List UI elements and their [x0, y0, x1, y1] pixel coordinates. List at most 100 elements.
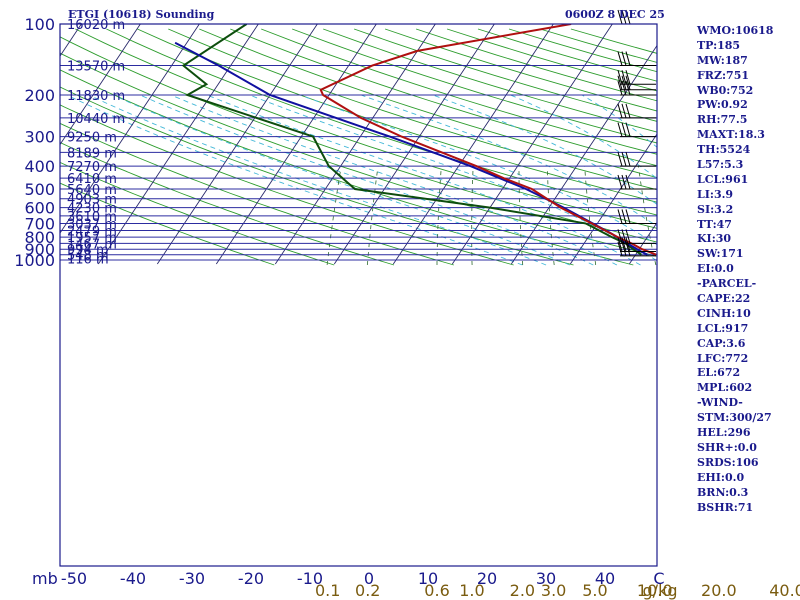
- wind-barb-flag: [617, 174, 623, 190]
- temperature-tick: -30: [179, 569, 205, 588]
- wind-barb: [617, 237, 656, 252]
- mixing-ratio-line: [546, 166, 555, 266]
- dry-adiabat-line: [60, 161, 335, 266]
- wind-barb-flag: [625, 70, 631, 85]
- dry-adiabat-line: [60, 142, 395, 266]
- wind-barb-flag: [621, 237, 627, 252]
- wind-barb-flag: [621, 174, 627, 190]
- wind-barb: [617, 103, 656, 119]
- panel-line: HEL:296: [697, 426, 751, 440]
- dry-adiabat-line: [60, 122, 454, 266]
- mixing-ratio-line: [518, 166, 524, 266]
- panel-line: LI:3.9: [697, 187, 734, 201]
- isotherm-line: [333, 24, 495, 265]
- pressure-label: 400: [24, 157, 55, 176]
- wind-barb-flag: [625, 209, 631, 224]
- wind-barb-flag: [625, 9, 631, 25]
- temperature-tick: 20: [477, 569, 497, 588]
- temperature-tick: -40: [120, 569, 146, 588]
- pressure-label: 500: [24, 180, 55, 199]
- panel-line: BSHR:71: [697, 500, 754, 514]
- mixing-ratio-label: 10.0: [637, 581, 673, 600]
- wind-barb: [617, 209, 656, 224]
- wind-barb-flag: [621, 151, 627, 167]
- height-label: 6410 m: [67, 172, 117, 187]
- panel-line: EI:0.0: [697, 262, 734, 276]
- panel-line: -WIND-: [697, 396, 743, 410]
- panel-line: LCL:961: [697, 172, 749, 186]
- panel-line: CINH:10: [697, 306, 751, 320]
- wind-barb: [617, 241, 656, 257]
- isotherm-line: [451, 24, 613, 265]
- wind-barb-flag: [625, 174, 631, 190]
- temperature-tick: -20: [238, 569, 264, 588]
- height-label: 4230 m: [67, 202, 117, 217]
- pressure-label: 300: [24, 128, 55, 147]
- isobars: [60, 23, 657, 261]
- moist-adiabat-line: [139, 94, 594, 266]
- height-label: 548 m: [67, 249, 109, 264]
- wind-barb-flag: [617, 209, 623, 224]
- wind-barb-flag: [621, 80, 627, 96]
- height-label: 994 m: [67, 243, 109, 258]
- mixing-ratio-line: [366, 166, 379, 266]
- dry-adiabat-line: [60, 36, 657, 243]
- temperature-tick: -50: [61, 569, 87, 588]
- isotherm-line: [97, 24, 259, 265]
- wind-barb: [617, 151, 656, 167]
- indices-panel: WMO:10618 TP:185 MW:187 FRZ:751 WB0:752 PW:0.…: [697, 24, 799, 515]
- dry-adiabat-line: [60, 104, 514, 266]
- height-label: 2479 m: [67, 225, 117, 240]
- mixing-ratio-unit: g/kg: [643, 581, 678, 600]
- wind-barb-flag: [625, 241, 631, 256]
- chart-time: 0600Z 8 DEC 25: [565, 8, 665, 21]
- mixing-ratio-label: 2.0: [510, 581, 535, 600]
- wind-barb: [617, 51, 656, 67]
- height-label: 5640 m: [67, 183, 117, 198]
- isotherm-line: [215, 24, 377, 265]
- pressure-label: 1000: [14, 251, 55, 270]
- wind-barb-flag: [617, 122, 623, 137]
- panel-line: BRN:0.3: [697, 485, 749, 499]
- panel-line: -PARCEL-: [697, 277, 757, 291]
- plot-frame: [59, 23, 658, 567]
- dry-adiabat-line: [75, 28, 657, 229]
- wind-barb: [617, 80, 656, 96]
- panel-line: LCL:917: [697, 321, 749, 335]
- isotherm-line: [569, 133, 657, 265]
- height-label: 116 m: [67, 252, 109, 267]
- panel-line: SI:3.2: [697, 202, 734, 216]
- panel-line: PW:0.92: [697, 98, 748, 112]
- isotherm-line: [510, 44, 657, 265]
- dry-adiabat-line: [261, 28, 657, 155]
- panel-line: MAXT:18.3: [697, 128, 765, 142]
- panel-line: SRDS:106: [697, 455, 759, 469]
- height-label: 9250 m: [67, 131, 117, 146]
- wind-barb-flag: [621, 9, 627, 25]
- mixing-ratio-label: 20.0: [701, 581, 737, 600]
- panel-line: TP:185: [697, 38, 741, 52]
- dry-adiabat-line: [199, 28, 657, 179]
- panel-line: FRZ:751: [697, 68, 750, 82]
- moist-adiabat-line: [360, 94, 657, 227]
- panel-line: WMO:10618: [697, 24, 774, 37]
- mixing-ratio-label: 0.2: [355, 581, 380, 600]
- moist-adiabat-line: [170, 94, 618, 266]
- chart-title: ETGI (10618) Sounding: [68, 8, 215, 21]
- wind-barb-flag: [625, 80, 631, 96]
- wind-barb-flag: [625, 237, 631, 252]
- pressure-label: 200: [24, 86, 55, 105]
- temperature-tick: 10: [418, 569, 438, 588]
- mixing-ratio-line: [436, 166, 442, 265]
- wind-barb-flag: [617, 151, 623, 167]
- wind-barb: [617, 122, 656, 138]
- dry-adiabat-line: [292, 28, 657, 144]
- panel-line: CAPE:22: [697, 292, 751, 306]
- height-label: 10440 m: [67, 112, 125, 127]
- pressure-label: 800: [24, 228, 55, 247]
- wind-barbs: [617, 9, 656, 257]
- panel-line: CAP:3.6: [697, 336, 746, 350]
- wind-barb-flag: [621, 229, 627, 244]
- panel-line: RH:77.5: [697, 113, 748, 127]
- wind-barb-flag: [617, 70, 623, 85]
